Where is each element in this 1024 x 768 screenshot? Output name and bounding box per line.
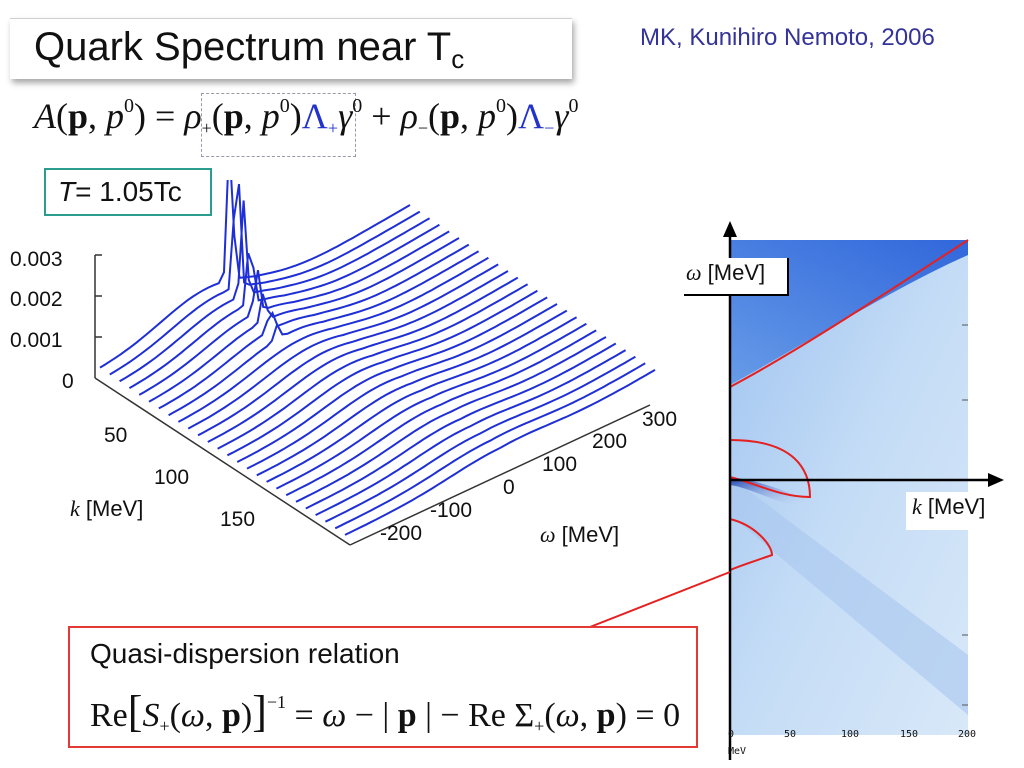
spectrum-ridge (285, 329, 597, 497)
quasi-equation: Re[S+(ω, p)]−1 = ω − | p | − Re Σ+(ω, p)… (90, 687, 681, 736)
spectrum-ridge (295, 336, 607, 503)
omega-axis (349, 404, 651, 546)
k-axis-label-heat: k [MeV] (906, 492, 990, 530)
omega-tick-label: 100 (542, 453, 577, 476)
upper-band (730, 240, 968, 385)
spectrum-ridges (99, 180, 656, 536)
temperature-box: T= 1.05Tc (44, 168, 212, 216)
omega-tick-label: 200 (592, 430, 627, 453)
k-tick-label: 100 (154, 466, 189, 489)
spectrum-ridge (128, 223, 440, 389)
heat-x-tick: 0 (728, 729, 734, 740)
dispersion-heatmap: 0 50 100 150 200 MeV (723, 221, 1004, 760)
k-axis (94, 377, 351, 546)
omega-tick-label: 300 (642, 408, 677, 431)
k-axis-label-3d: k [MeV] (70, 496, 144, 522)
spectrum-ridge (344, 369, 656, 536)
omega-axis-label-heat: ω [MeV] (684, 258, 790, 296)
omega-tick-label: -200 (380, 522, 422, 545)
dispersion-curve-upper (729, 239, 969, 388)
spectrum-ridge (177, 256, 489, 423)
z-tick-label: 0.002 (10, 288, 63, 311)
heat-x-tick: 150 (900, 729, 918, 740)
heat-x-tick: 100 (841, 729, 859, 740)
spectrum-ridge (187, 263, 499, 430)
spectrum-ridge (168, 250, 480, 417)
spectrum-ridge (138, 230, 450, 396)
spectrum-ridge (158, 243, 470, 410)
dispersion-curve-middle (729, 439, 812, 499)
spectrum-ridge (266, 316, 578, 483)
omega-axis-label-3d: ω [MeV] (540, 522, 620, 548)
heat-x-unit: MeV (728, 746, 746, 757)
spectrum-ridge (236, 296, 548, 463)
k-tick-label: 150 (220, 508, 255, 531)
spectral-equation: A(p, p0) = ρ+(p, p0)Λ+γ0 + ρ−(p, p0)Λ−γ0 (34, 95, 579, 138)
author-citation: MK, Kunihiro Nemoto, 2006 (640, 24, 935, 51)
rho-plus-highlight-box (201, 93, 356, 157)
z-tick-label: 0 (62, 370, 74, 393)
spectrum-3d-plot: 0.003 0.002 0.001 0 50 100 150 300 200 1… (10, 180, 677, 546)
quasi-title: Quasi-dispersion relation (90, 638, 400, 669)
spectrum-ridge (334, 362, 646, 530)
title-box: Quark Spectrum near Tc (10, 18, 572, 79)
quasi-dispersion-box: Quasi-dispersion relation Re[S+(ω, p)]−1… (68, 626, 698, 748)
lower-diagonal-band (730, 477, 968, 715)
z-tick-label: 0.003 (10, 248, 63, 271)
spectrum-ridge (217, 283, 529, 450)
heat-x-tick: 200 (958, 729, 976, 740)
spectrum-ridge (305, 342, 617, 510)
k-tick-label: 50 (104, 424, 127, 447)
spectrum-ridge (119, 200, 431, 383)
z-tick-label: 0.001 (10, 329, 63, 352)
spectrum-ridge (246, 303, 558, 470)
spectrum-ridge (275, 322, 587, 490)
spectrum-ridge (207, 276, 519, 443)
omega-tick-label: 0 (503, 476, 515, 499)
spectrum-ridge (148, 237, 460, 403)
dispersion-curve-lower (729, 518, 774, 571)
spectrum-ridge (226, 289, 538, 457)
heat-x-tick: 50 (784, 729, 796, 740)
spectrum-ridge (197, 270, 509, 437)
slide-title: Quark Spectrum near Tc (34, 25, 465, 74)
spectrum-ridge (315, 349, 627, 516)
spectrum-ridge (256, 309, 568, 477)
spectrum-ridge (109, 183, 421, 376)
omega-tick-label: -100 (430, 499, 472, 522)
spectrum-ridge (324, 355, 636, 523)
